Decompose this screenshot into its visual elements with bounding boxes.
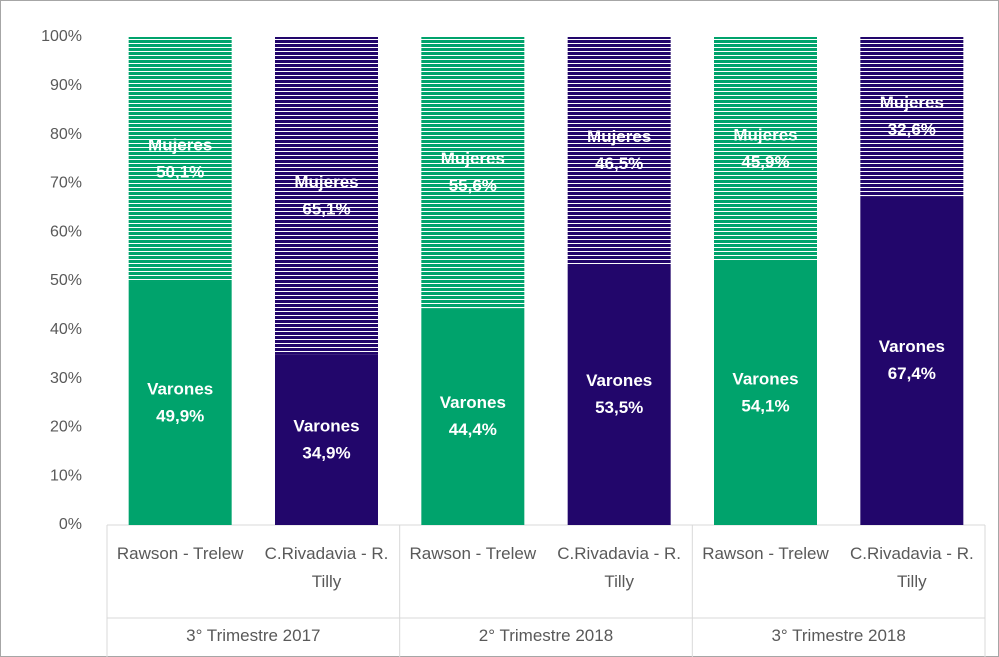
bar-segment	[567, 37, 671, 264]
bar-segment	[714, 260, 817, 525]
data-label-name: Mujeres	[733, 125, 797, 144]
data-label-name: Mujeres	[587, 127, 651, 146]
data-label: 53,5%	[595, 398, 643, 417]
group-label: 2° Trimestre 2018	[478, 626, 614, 645]
data-label-name: Mujeres	[294, 172, 358, 191]
y-tick-label: 20%	[50, 419, 82, 436]
bar-segment	[421, 308, 525, 525]
data-label-name: Varones	[440, 393, 506, 412]
data-label-name: Mujeres	[148, 136, 212, 155]
y-tick-label: 10%	[50, 467, 82, 484]
data-label: 34,9%	[302, 443, 350, 462]
bar-segment	[714, 37, 817, 261]
data-label-name: Varones	[293, 416, 359, 435]
bar-segment	[860, 37, 964, 197]
data-label: 45,9%	[741, 152, 789, 171]
y-tick-label: 100%	[41, 28, 82, 45]
data-label-name: Varones	[879, 337, 945, 356]
bar-segment	[275, 354, 378, 525]
bar-segment	[275, 37, 378, 355]
x-tick-label: Rawson - Trelew	[702, 544, 829, 563]
data-label: 50,1%	[156, 163, 204, 182]
data-label: 44,4%	[449, 420, 497, 439]
data-label: 55,6%	[449, 176, 497, 195]
data-label: 54,1%	[741, 396, 789, 415]
y-tick-label: 30%	[50, 370, 82, 387]
data-label-name: Varones	[147, 380, 213, 399]
y-tick-label: 70%	[50, 175, 82, 192]
bar-segment	[128, 37, 232, 282]
bar-segment	[860, 196, 964, 525]
y-tick-label: 90%	[50, 77, 82, 94]
bar-segment	[421, 37, 525, 309]
data-label: 32,6%	[888, 120, 936, 139]
x-tick-label: C.Rivadavia - R. Tilly	[557, 544, 682, 591]
data-label: 65,1%	[302, 199, 350, 218]
x-tick-label: Rawson - Trelew	[116, 544, 244, 563]
y-tick-label: 60%	[50, 223, 82, 240]
data-label: 67,4%	[888, 364, 936, 383]
data-label-name: Varones	[586, 371, 652, 390]
y-tick-label: 40%	[50, 321, 82, 338]
group-label: 3° Trimestre 2018	[771, 626, 906, 645]
data-label-name: Mujeres	[441, 149, 505, 168]
x-tick-label: C.Rivadavia - R. Tilly	[264, 544, 389, 591]
x-tick-label: Rawson - Trelew	[409, 544, 537, 563]
data-label-name: Mujeres	[880, 93, 944, 112]
bar-segment	[128, 281, 232, 525]
data-label: 46,5%	[595, 154, 643, 173]
y-tick-label: 50%	[50, 272, 82, 289]
group-label: 3° Trimestre 2017	[186, 626, 321, 645]
bar-segment	[567, 263, 671, 525]
y-tick-label: 80%	[50, 126, 82, 143]
y-tick-label: 0%	[59, 516, 82, 533]
data-label: 49,9%	[156, 407, 204, 426]
data-label-name: Varones	[732, 369, 798, 388]
x-tick-label: C.Rivadavia - R. Tilly	[849, 544, 974, 591]
